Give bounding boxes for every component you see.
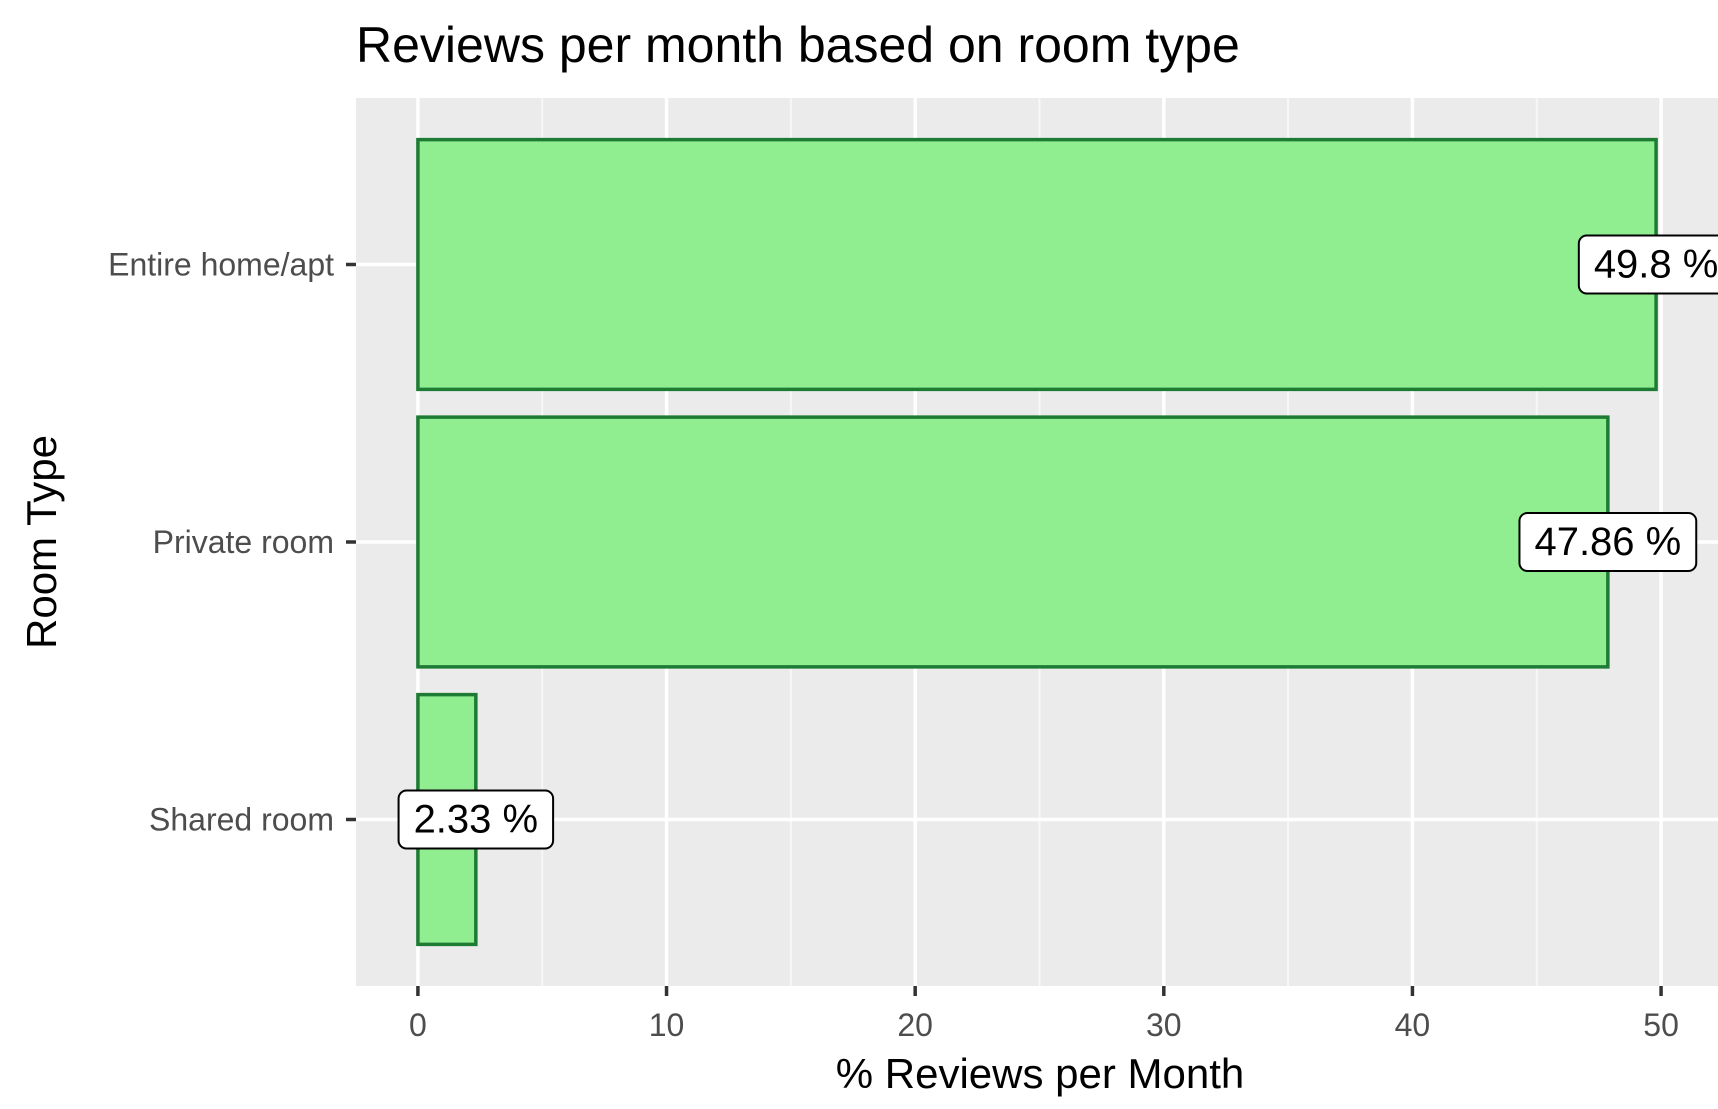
x-tick-label: 0 [409,1007,427,1043]
x-tick-label: 30 [1146,1007,1182,1043]
x-axis-title: % Reviews per Month [836,1050,1245,1097]
y-axis-title: Room Type [18,435,65,649]
bar-entire-home-apt [416,137,1658,392]
y-axis: Entire home/apt Private room Shared room [108,247,356,838]
data-label-text: 49.8 % [1594,243,1718,287]
y-tick-label: Entire home/apt [108,247,334,283]
data-label: 49.8 % [1577,234,1718,295]
data-label: 47.86 % [1518,512,1698,572]
x-axis: 0 10 20 30 40 50 [409,986,1679,1043]
x-tick-label: 50 [1643,1007,1679,1043]
data-label: 2.33 % [397,789,555,850]
data-label-box [1577,234,1718,295]
data-label-text: 47.86 % [1534,520,1681,564]
data-label-text: 2.33 % [414,798,539,842]
data-label-box [397,789,555,850]
x-tick-label: 10 [649,1007,685,1043]
data-labels: 49.8 % 47.86 % 2.33 % [397,234,1718,850]
chart-title: Reviews per month based on room type [356,17,1240,73]
x-tick-label: 40 [1395,1007,1431,1043]
data-label-box [1518,512,1698,572]
bars [416,137,1658,947]
y-tick-label: Private room [153,524,334,560]
x-tick-label: 20 [897,1007,933,1043]
bar-private-room [416,415,1610,669]
y-tick-label: Shared room [149,802,334,838]
